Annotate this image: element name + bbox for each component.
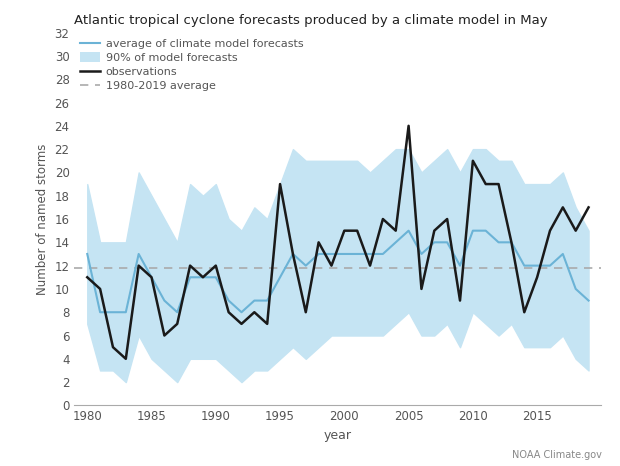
Text: Atlantic tropical cyclone forecasts produced by a climate model in May: Atlantic tropical cyclone forecasts prod… (74, 14, 548, 27)
Legend: average of climate model forecasts, 90% of model forecasts, observations, 1980-2: average of climate model forecasts, 90% … (80, 38, 303, 91)
Text: NOAA Climate.gov: NOAA Climate.gov (512, 450, 601, 460)
Y-axis label: Number of named storms: Number of named storms (36, 144, 49, 295)
X-axis label: year: year (324, 429, 352, 442)
